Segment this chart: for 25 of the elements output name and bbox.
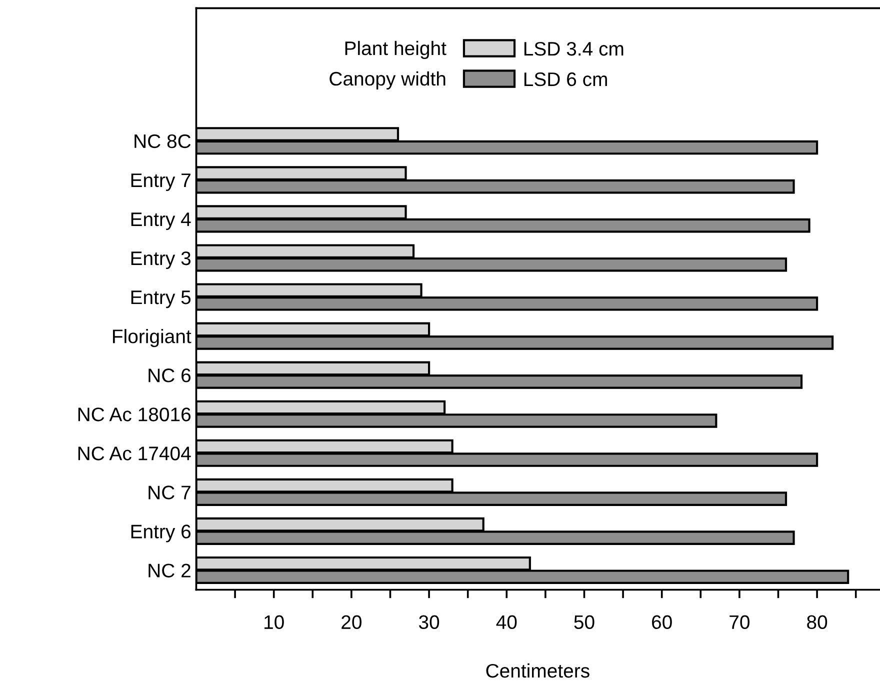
- legend-label: Canopy width: [330, 71, 446, 90]
- y-tick-label: NC 7: [148, 486, 190, 500]
- y-tick-label: Entry 6: [131, 524, 191, 542]
- x-tick-label: 80: [807, 615, 828, 630]
- x-tick-label: 30: [418, 615, 440, 630]
- x-tick-label: 20: [342, 615, 362, 630]
- x-axis-title: Centimeters: [486, 663, 590, 678]
- x-tick-label: 40: [496, 615, 517, 630]
- y-tick-label: NC Ac 17404: [78, 446, 191, 460]
- y-tick-label: NC 6: [148, 368, 191, 382]
- text: LSD 6 cm: [524, 72, 607, 86]
- x-tick-label: 10: [264, 615, 284, 630]
- y-tick-label: Entry 7: [131, 174, 190, 191]
- y-tick-label: Entry 4: [131, 212, 191, 230]
- y-tick-label: Florigiant: [113, 328, 192, 348]
- y-tick-label: Entry 3: [131, 251, 191, 270]
- legend-label: Plant height: [345, 40, 446, 60]
- x-tick-label: 60: [652, 615, 672, 630]
- y-tick-label: NC Ac 18016: [78, 408, 191, 422]
- y-tick-label: NC 8C: [134, 134, 191, 148]
- y-tick-label: NC 2: [148, 564, 190, 578]
- text: LSD 3.4 cm: [524, 42, 624, 56]
- x-tick-label: 70: [730, 615, 750, 630]
- y-tick-label: Entry 5: [131, 290, 191, 308]
- x-tick-label: 50: [574, 615, 594, 630]
